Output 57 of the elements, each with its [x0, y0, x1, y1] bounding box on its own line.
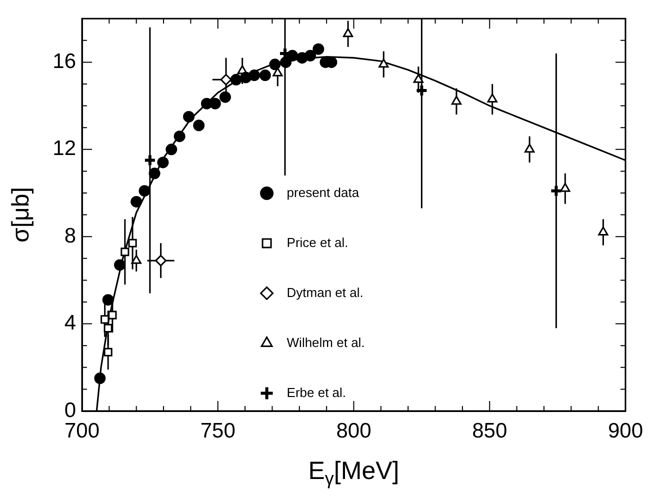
point	[94, 372, 106, 384]
point	[286, 50, 298, 62]
point	[183, 110, 195, 122]
point	[280, 56, 292, 68]
point	[104, 348, 112, 356]
point	[304, 50, 316, 62]
point	[138, 185, 150, 197]
legend-label: Price et al.	[286, 234, 348, 250]
point	[219, 91, 231, 103]
point	[143, 154, 156, 167]
x-tick-label: 850	[472, 419, 508, 442]
point	[259, 70, 271, 82]
point	[157, 156, 169, 168]
point	[128, 238, 137, 248]
point	[524, 144, 535, 153]
point	[102, 294, 114, 306]
y-tick-label: 12	[52, 137, 76, 160]
x-tick-label: 750	[200, 419, 236, 442]
point	[120, 248, 130, 256]
point	[415, 84, 428, 98]
point	[342, 28, 354, 38]
legend-label: Dytman et al.	[286, 284, 364, 300]
point	[248, 70, 260, 82]
x-tick-label: 800	[336, 419, 372, 442]
point	[104, 324, 112, 332]
y-tick-label: 8	[64, 224, 76, 248]
point	[174, 130, 186, 142]
y-axis-title: σ[μb]	[8, 187, 35, 242]
point	[130, 196, 142, 208]
point	[193, 120, 205, 132]
point	[100, 315, 110, 324]
point	[148, 168, 160, 180]
point	[560, 182, 570, 192]
point	[272, 67, 283, 76]
point	[114, 259, 126, 271]
point	[220, 74, 232, 86]
legend-label: Erbe et al.	[286, 384, 346, 400]
point	[312, 43, 324, 55]
point	[230, 74, 242, 86]
y-tick-label: 4	[64, 312, 76, 335]
point	[451, 96, 462, 105]
point	[598, 226, 608, 236]
point	[131, 254, 142, 264]
x-tick-label: 900	[608, 419, 644, 442]
point	[378, 58, 389, 68]
y-tick-label: 0	[64, 398, 76, 422]
point	[155, 254, 167, 266]
x-tick-label: 700	[64, 419, 100, 442]
point	[413, 74, 424, 83]
point	[550, 184, 563, 198]
point	[269, 58, 281, 70]
legend-label: present data	[286, 184, 360, 200]
y-tick-label: 16	[52, 50, 76, 73]
point	[166, 144, 178, 156]
legend-label: Wilhelm et al.	[286, 334, 365, 350]
point	[487, 94, 498, 103]
point	[108, 310, 117, 320]
